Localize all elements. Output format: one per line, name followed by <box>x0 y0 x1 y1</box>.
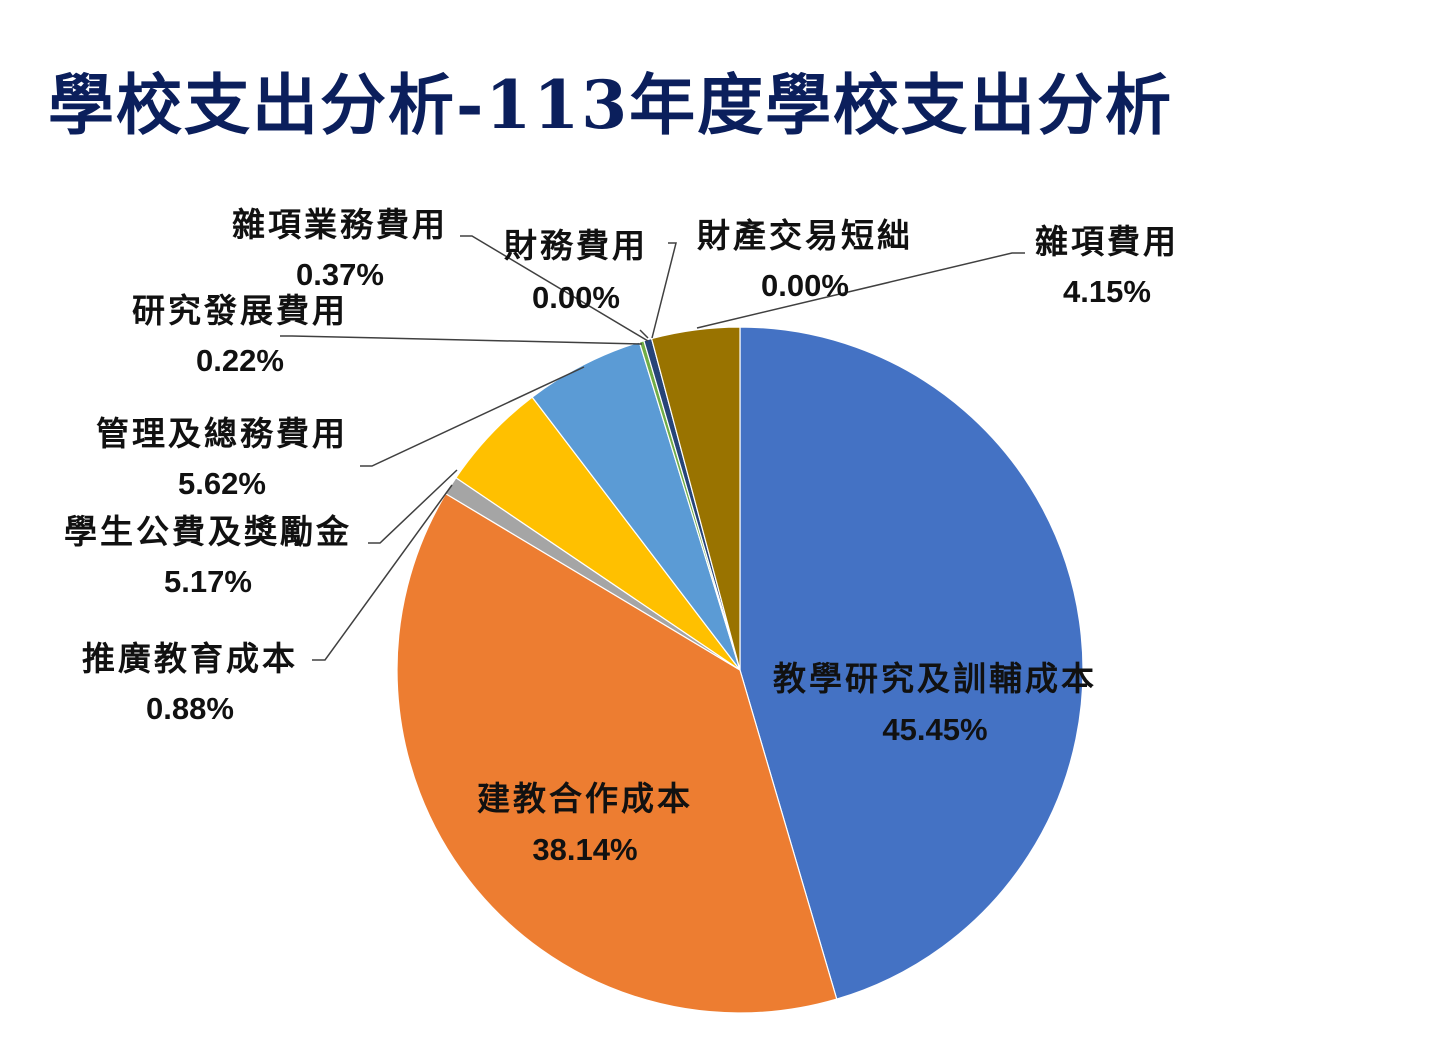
slice-name-label: 推廣教育成本 <box>82 639 298 678</box>
slice-name-label: 建教合作成本 <box>477 779 693 818</box>
slice-name-label: 學生公費及獎勵金 <box>64 512 352 551</box>
slice-name-label: 研究發展費用 <box>132 291 348 330</box>
leader-line <box>696 252 1025 329</box>
slice-name-label: 教學研究及訓輔成本 <box>773 659 1097 698</box>
slice-name-label: 雜項業務費用 <box>232 205 448 244</box>
slice-percent-label: 38.14% <box>532 832 637 867</box>
pie-slice <box>396 492 838 1014</box>
leader-line <box>460 235 649 342</box>
pie-slice <box>739 326 1084 1000</box>
leader-line <box>368 469 458 544</box>
slice-percent-label: 5.17% <box>164 564 252 599</box>
leader-line <box>360 366 585 467</box>
slice-percent-label: 0.00% <box>761 268 849 303</box>
slice-percent-label: 45.45% <box>882 712 987 747</box>
slice-name-label: 管理及總務費用 <box>96 414 348 453</box>
slice-name-label: 財產交易短絀 <box>697 216 913 255</box>
slice-percent-label: 0.88% <box>146 691 234 726</box>
page-title: 學校支出分析-113年度學校支出分析 <box>48 66 1174 144</box>
slice-percent-label: 0.22% <box>196 343 284 378</box>
leader-line <box>280 335 643 345</box>
leader-line <box>312 484 453 661</box>
leader-line <box>651 242 677 339</box>
slice-percent-label: 0.00% <box>532 280 620 315</box>
slice-percent-label: 0.37% <box>296 257 384 292</box>
slice-percent-label: 4.15% <box>1063 274 1151 309</box>
slice-name-label: 雜項費用 <box>1035 222 1179 261</box>
slice-percent-label: 5.62% <box>178 466 266 501</box>
leader-line <box>639 329 649 339</box>
pie-slice <box>650 326 741 671</box>
slice-name-label: 財務費用 <box>504 226 648 265</box>
